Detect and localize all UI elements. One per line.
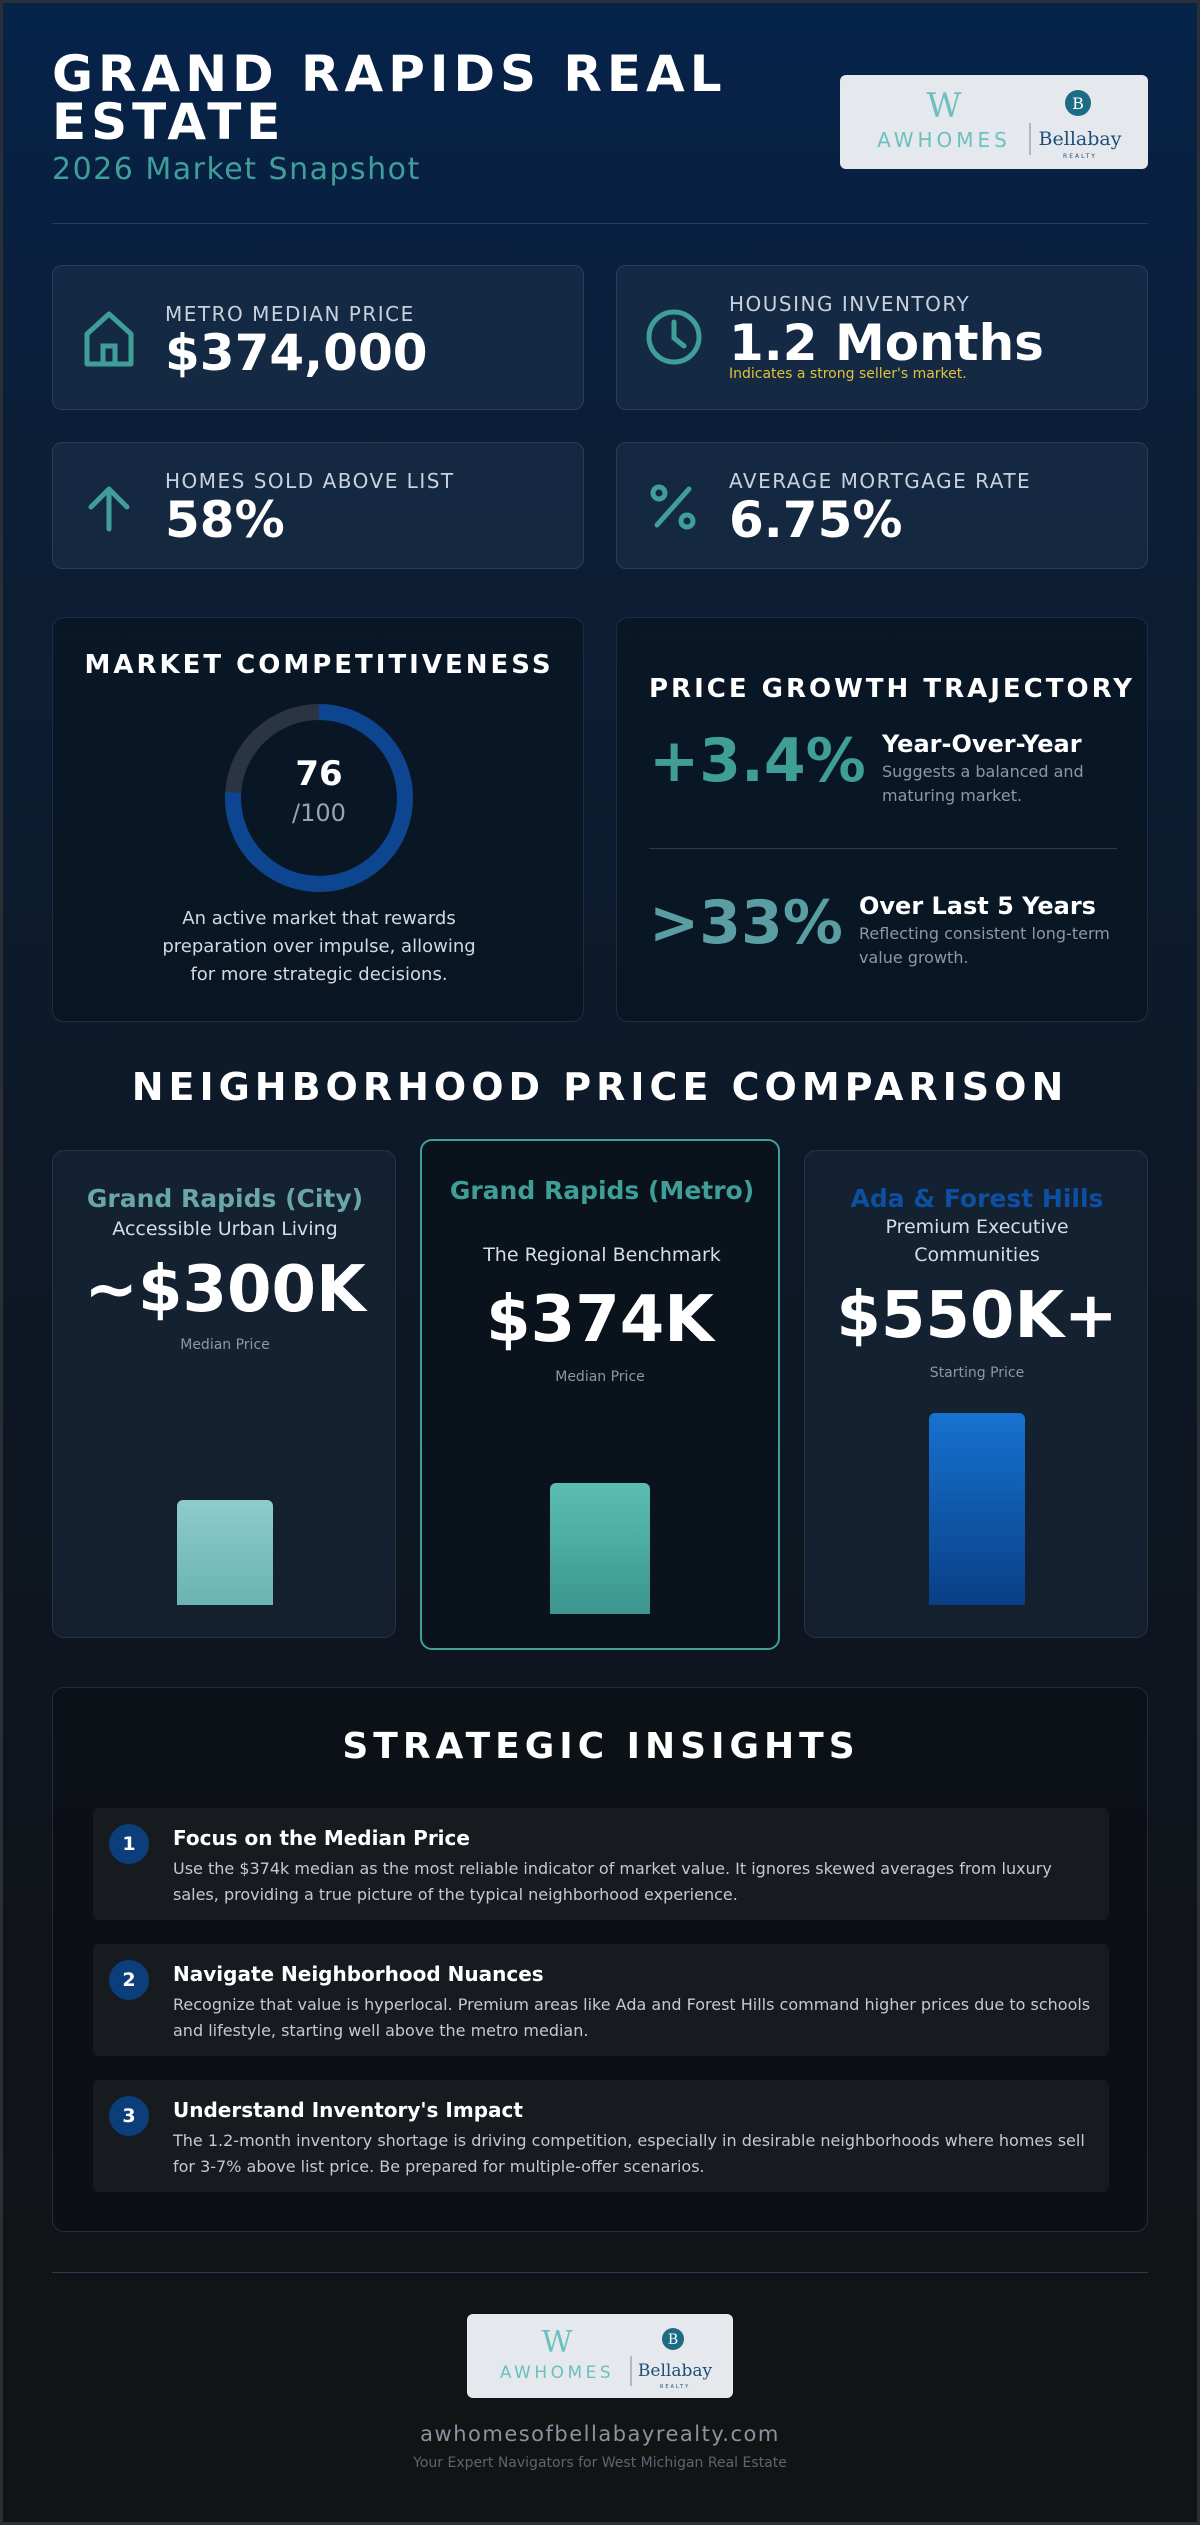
house-icon [84,311,134,367]
score-gauge [225,704,413,892]
neighborhood-name: Ada & Forest Hills [850,1184,1104,1213]
footer-tagline: Your Expert Navigators for West Michigan… [413,2455,787,2471]
header-divider [52,223,1148,224]
neighborhood-tagline: Premium Executive Communities [885,1216,1069,1266]
growth-5yr-heading: Over Last 5 Years [859,892,1096,920]
logo-seal-letter: B [1072,94,1084,113]
logo-brand-b: Bellabay [1039,128,1122,150]
neighborhood-tagline: Accessible Urban Living [112,1218,338,1240]
footer-url[interactable]: awhomesofbellabayrealty.com [420,2422,780,2446]
neighborhood-card-ada: Ada & Forest Hills Premium Executive Com… [804,1150,1148,1638]
brand-logo[interactable]: W AWHOMES B Bellabay REALTY [840,75,1148,169]
neighborhood-price: $550K+ [836,1279,1118,1353]
insight-number-badge: 1 [109,1824,149,1864]
neighborhood-price-bar [550,1483,650,1614]
insight-item: 3 Understand Inventory's Impact The 1.2-… [93,2080,1109,2192]
neighborhood-name: Grand Rapids (City) [86,1184,364,1213]
neighborhood-price-caption: Starting Price [929,1365,1025,1381]
neighborhood-name: Grand Rapids (Metro) [449,1176,755,1205]
insight-body: Recognize that value is hyperlocal. Prem… [173,1995,1091,2040]
insight-number-badge: 3 [109,2096,149,2136]
percent-icon [650,484,696,530]
stat-card-housing-inventory: HOUSING INVENTORY 1.2 Months Indicates a… [616,265,1148,410]
growth-yoy-text: Suggests a balanced and maturing market. [882,762,1084,805]
insights-title: STRATEGIC INSIGHTS [342,1726,860,1767]
neighborhood-price-bar [929,1413,1025,1605]
logo-mark: W [927,86,962,126]
stat-label: METRO MEDIAN PRICE [165,302,415,326]
growth-yoy-heading: Year-Over-Year [882,730,1082,758]
footer-divider [52,2272,1148,2273]
stat-value: 58% [165,491,285,549]
neighborhood-card-city: Grand Rapids (City) Accessible Urban Liv… [52,1150,396,1638]
neighborhood-price-bar [177,1500,273,1605]
score-value: 76 [295,754,343,794]
footer-logo-brand-a: AWHOMES [500,2363,614,2383]
stat-card-above-list: HOMES SOLD ABOVE LIST 58% [52,442,584,569]
stat-value: 6.75% [729,491,903,549]
growth-5yr-text: Reflecting consistent long-term value gr… [859,924,1110,967]
insights-panel: STRATEGIC INSIGHTS 1 Focus on the Median… [52,1687,1148,2232]
insight-item: 1 Focus on the Median Price Use the $374… [93,1808,1109,1920]
footer-logo-brand-b-tag: REALTY [660,2384,690,2390]
insight-body: Use the $374k median as the most reliabl… [173,1859,1052,1904]
growth-yoy-value: +3.4% [649,726,866,796]
insight-title: Navigate Neighborhood Nuances [173,1962,544,1986]
insight-title: Understand Inventory's Impact [173,2098,523,2122]
stat-label: HOMES SOLD ABOVE LIST [165,469,455,493]
competitiveness-description: An active market that rewards preparatio… [162,908,476,985]
score-out-of: /100 [292,799,346,827]
competitiveness-title: MARKET COMPETITIVENESS [84,650,554,680]
growth-divider [649,848,1117,849]
neighborhood-price-caption: Median Price [180,1337,270,1353]
footer-brand-logo[interactable]: W AWHOMES B Bellabay REALTY [467,2314,733,2398]
logo-brand-a: AWHOMES [877,128,1011,152]
neighborhood-card-metro: Grand Rapids (Metro) The Regional Benchm… [420,1139,780,1650]
logo-brand-b-tag: REALTY [1063,153,1097,160]
footer-logo-seal-letter: B [668,2332,678,2348]
insight-title: Focus on the Median Price [173,1826,470,1850]
insight-number-badge: 2 [109,1960,149,2000]
score-gauge-arc [225,704,413,892]
stat-card-mortgage-rate: AVERAGE MORTGAGE RATE 6.75% [616,442,1148,569]
growth-title: PRICE GROWTH TRAJECTORY [649,674,1135,704]
page-subtitle: 2026 Market Snapshot [52,152,421,187]
page-title: GRAND RAPIDS REAL ESTATE [52,45,727,151]
footer-logo-mark: W [542,2325,573,2360]
neighborhood-price-caption: Median Price [555,1369,645,1385]
stat-card-median-price: METRO MEDIAN PRICE $374,000 [52,265,584,410]
stat-value: 1.2 Months [729,314,1044,372]
clock-icon [646,309,702,365]
growth-5yr-value: >33% [649,888,843,958]
neighborhood-price: $374K [486,1283,714,1357]
stat-label: AVERAGE MORTGAGE RATE [729,469,1032,493]
insight-body: The 1.2-month inventory shortage is driv… [173,2131,1085,2176]
neighborhood-price: ~$300K [84,1253,366,1327]
neighborhood-section-title: NEIGHBORHOOD PRICE COMPARISON [131,1065,1069,1109]
growth-panel: PRICE GROWTH TRAJECTORY +3.4% Year-Over-… [616,617,1148,1022]
neighborhood-tagline: The Regional Benchmark [483,1244,721,1266]
footer-logo-brand-b: Bellabay [638,2361,713,2381]
arrow-up-icon [88,486,130,532]
stat-label: HOUSING INVENTORY [729,292,971,316]
competitiveness-panel: MARKET COMPETITIVENESS 76 /100 An active… [52,617,584,1022]
stat-note: Indicates a strong seller's market. [729,366,967,382]
stat-value: $374,000 [165,324,428,382]
insight-item: 2 Navigate Neighborhood Nuances Recogniz… [93,1944,1109,2056]
